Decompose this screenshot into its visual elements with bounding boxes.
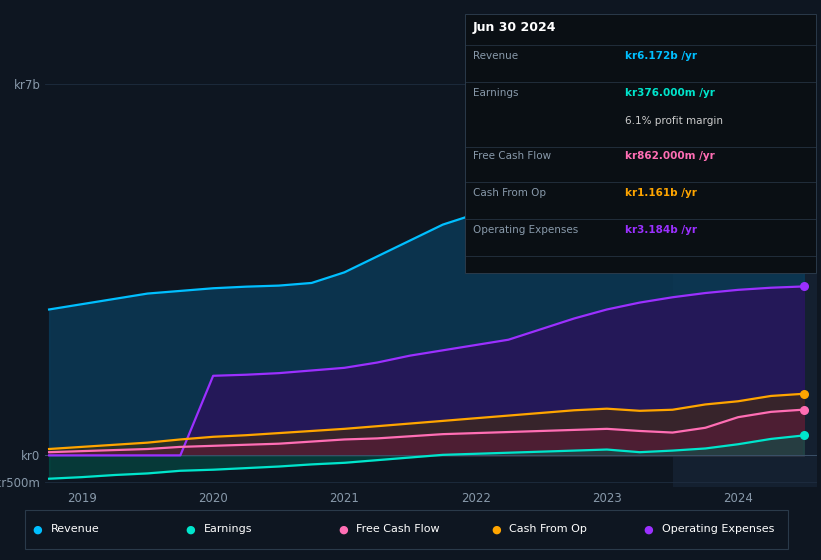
Text: Revenue: Revenue: [51, 524, 99, 534]
Point: [797, 123, 810, 132]
Point: [797, 282, 810, 291]
Text: Earnings: Earnings: [473, 88, 518, 98]
Text: Revenue: Revenue: [473, 51, 518, 61]
Text: Operating Expenses: Operating Expenses: [662, 524, 774, 534]
Text: ●: ●: [33, 524, 43, 534]
Bar: [672, 84, 817, 487]
Point: [797, 405, 810, 414]
Text: kr376.000m /yr: kr376.000m /yr: [625, 88, 714, 98]
Text: Cash From Op: Cash From Op: [473, 188, 546, 198]
Text: kr1.161b /yr: kr1.161b /yr: [625, 188, 697, 198]
Text: ●: ●: [644, 524, 654, 534]
Text: kr6.172b /yr: kr6.172b /yr: [625, 51, 697, 61]
Text: 6.1% profit margin: 6.1% profit margin: [625, 116, 722, 125]
Point: [797, 389, 810, 398]
Text: ●: ●: [338, 524, 348, 534]
Text: ●: ●: [186, 524, 195, 534]
Text: Earnings: Earnings: [204, 524, 252, 534]
Point: [797, 431, 810, 440]
Text: Free Cash Flow: Free Cash Flow: [356, 524, 440, 534]
Text: Operating Expenses: Operating Expenses: [473, 225, 578, 235]
Text: Cash From Op: Cash From Op: [509, 524, 587, 534]
Text: Jun 30 2024: Jun 30 2024: [473, 21, 557, 34]
Text: kr862.000m /yr: kr862.000m /yr: [625, 151, 714, 161]
Text: kr3.184b /yr: kr3.184b /yr: [625, 225, 697, 235]
Text: Free Cash Flow: Free Cash Flow: [473, 151, 551, 161]
Text: ●: ●: [491, 524, 501, 534]
